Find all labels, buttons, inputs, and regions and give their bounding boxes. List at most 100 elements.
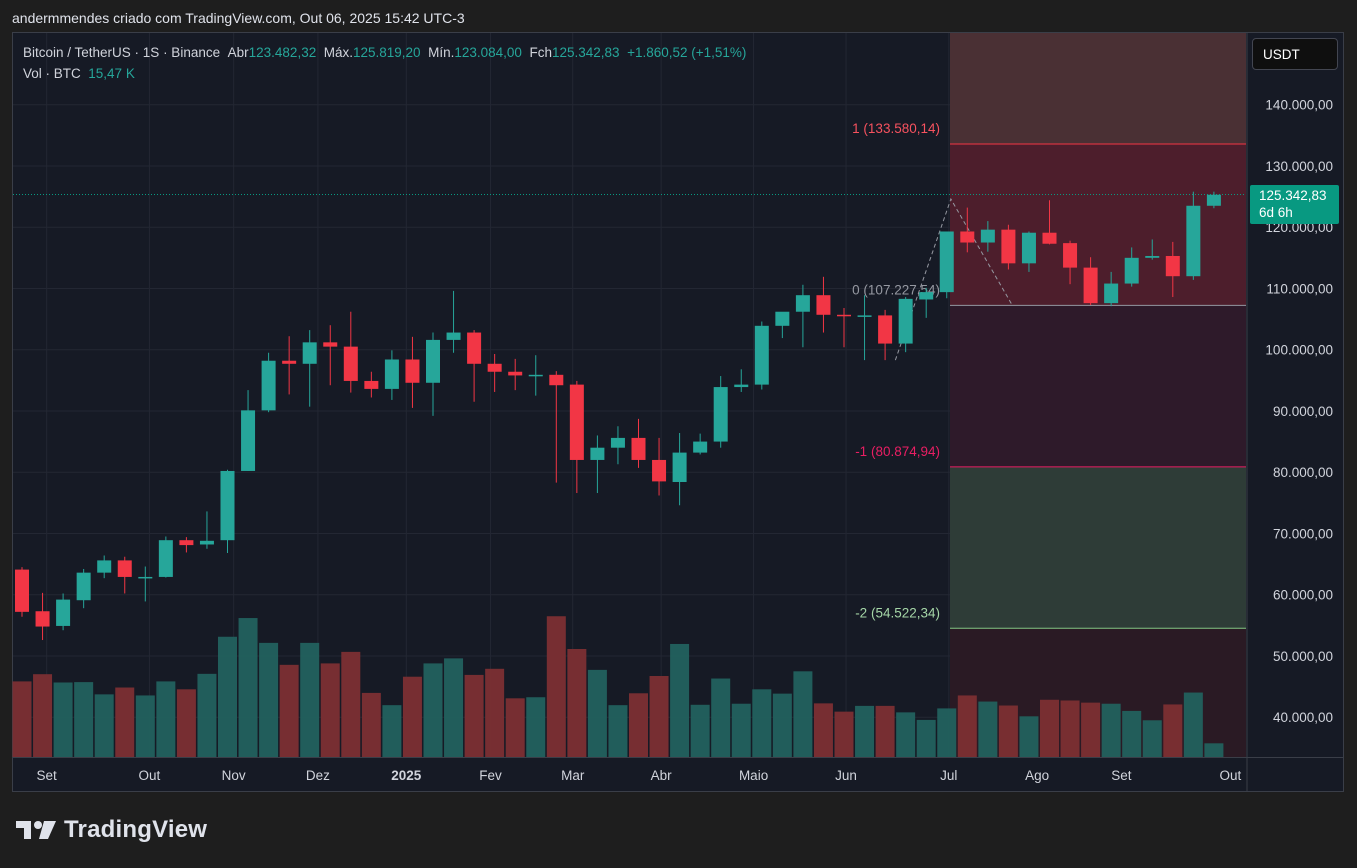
candle-body — [1186, 205, 1201, 277]
fib-trend-line — [894, 197, 1013, 361]
volume-value: 15,47 K — [88, 66, 135, 81]
volume-bar — [505, 698, 525, 757]
volume-bar — [1019, 716, 1039, 757]
volume-bar — [218, 636, 237, 757]
candle-body — [323, 342, 338, 347]
volume-bar — [341, 651, 361, 757]
tradingview-logo[interactable]: TradingView — [14, 816, 207, 844]
candle-body — [795, 295, 810, 312]
volume-bar — [279, 664, 299, 757]
candle-body — [426, 339, 440, 383]
candle-body — [35, 611, 50, 627]
candle-body — [775, 311, 790, 326]
fib-level-label: -2 (54.522,34) — [855, 605, 940, 620]
close-value: 125.342,83 — [551, 45, 620, 60]
volume-bar — [998, 705, 1018, 757]
fibonacci-extension: 1 (133.580,14)0 (107.227,54)-1 (80.874,9… — [13, 33, 1246, 757]
candle-body — [1021, 232, 1036, 264]
volume-bar — [464, 674, 484, 757]
currency-button[interactable]: USDT — [1252, 38, 1338, 70]
volume-bar — [916, 719, 936, 757]
change-value: +1.860,52 (+1,51%) — [627, 45, 747, 60]
candle-body — [1104, 283, 1119, 304]
candle-body — [1063, 243, 1078, 268]
candle-body — [199, 540, 214, 545]
volume-bar — [1060, 700, 1080, 757]
candle-body — [508, 371, 523, 376]
fib-level-label: 1 (133.580,14) — [852, 121, 940, 136]
volume-bar — [259, 642, 279, 757]
volume-bar — [813, 703, 833, 757]
candle-body — [837, 314, 851, 317]
volume-bar — [94, 694, 114, 757]
candle-body — [56, 599, 71, 626]
volume-bar — [711, 678, 731, 757]
volume-label[interactable]: Vol · BTC — [23, 66, 81, 81]
volume-bar — [320, 663, 340, 757]
volume-bar — [382, 705, 402, 757]
brand-name: TradingView — [64, 816, 208, 843]
volume-bar — [957, 695, 977, 757]
x-tick-label: Set — [1111, 768, 1132, 783]
volume-bar — [33, 674, 53, 757]
candle-body — [960, 231, 975, 243]
y-tick-label: 50.000,00 — [1273, 649, 1333, 664]
candle-body — [610, 437, 625, 448]
candle-body — [652, 459, 667, 482]
volume-bar — [731, 703, 751, 757]
volume-bar — [937, 708, 957, 757]
tradingview-logo-icon — [16, 821, 56, 839]
volume-bar — [1163, 704, 1183, 757]
volume-histogram — [12, 616, 1224, 757]
candle-body — [857, 315, 872, 317]
volume-bar — [649, 676, 669, 757]
fib-zone-0-minus1 — [950, 305, 1246, 467]
close-label: Fch — [529, 45, 552, 60]
volume-bar — [444, 658, 464, 757]
price-axis-background — [1247, 33, 1343, 757]
volume-bar — [402, 676, 422, 757]
chart-caption: andermmendes criado com TradingView.com,… — [12, 10, 465, 26]
fib-zone-minus1-minus2 — [950, 466, 1246, 629]
volume-bar — [772, 693, 792, 757]
symbol-title[interactable]: Bitcoin / TetherUS · 1S · Binance — [23, 45, 221, 60]
x-tick-label: Out — [1219, 768, 1241, 783]
volume-bar — [896, 712, 916, 757]
volume-bar — [1040, 699, 1059, 757]
candle-body — [693, 441, 708, 453]
x-tick-label: Jul — [940, 768, 957, 783]
candle-body — [261, 360, 276, 411]
volume-bar — [670, 643, 690, 757]
fib-zone-top — [950, 33, 1246, 145]
y-tick-label: 70.000,00 — [1273, 526, 1333, 541]
candle-body — [1124, 257, 1139, 284]
bar-countdown: 6d 6h — [1259, 205, 1293, 220]
candle-body — [713, 387, 728, 442]
x-tick-label: Nov — [222, 768, 246, 783]
high-label: Máx. — [323, 45, 353, 60]
volume-bar — [526, 697, 546, 757]
volume-bar — [135, 695, 155, 757]
candle-body — [15, 569, 29, 612]
candle-body — [364, 380, 379, 389]
x-tick-label: Abr — [651, 768, 673, 783]
x-tick-label: Dez — [306, 768, 330, 783]
x-tick-label: 2025 — [391, 768, 422, 783]
candle-body — [467, 332, 482, 364]
volume-bar — [485, 668, 505, 757]
candle-body — [569, 384, 584, 460]
candle-body — [405, 359, 420, 383]
volume-bar — [156, 681, 176, 757]
candle-body — [734, 384, 749, 388]
y-tick-label: 110.000,00 — [1266, 281, 1333, 296]
volume-bar — [1101, 703, 1121, 757]
volume-bar — [978, 701, 998, 757]
low-label: Mín. — [428, 45, 455, 60]
candle-body — [384, 359, 399, 389]
candle-body — [816, 295, 831, 315]
volume-bar — [1183, 692, 1203, 757]
candle-body — [76, 572, 91, 601]
symbol-legend: Bitcoin / TetherUS · 1S · Binance Abr123… — [23, 45, 746, 60]
candle-body — [1083, 267, 1098, 304]
